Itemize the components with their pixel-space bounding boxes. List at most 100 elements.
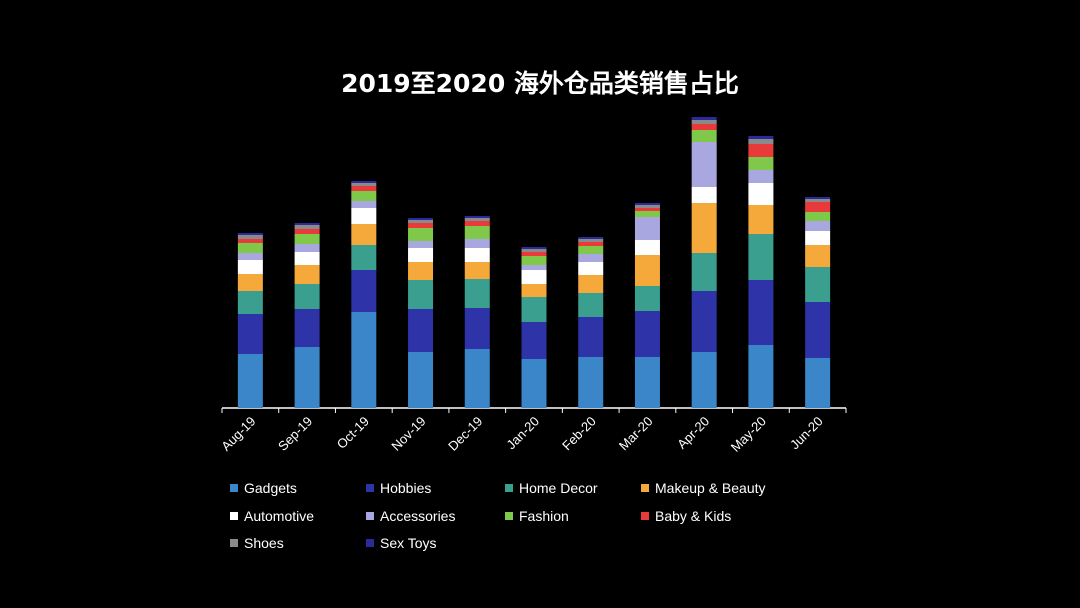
- bar-segment: [578, 262, 604, 275]
- bar-segment: [351, 201, 377, 208]
- bar-segment: [805, 221, 831, 231]
- bar-segment: [748, 234, 774, 280]
- bar-segment: [237, 233, 263, 235]
- bar-segment: [294, 309, 320, 347]
- bar-segment: [351, 224, 377, 245]
- bar-segment: [464, 248, 490, 262]
- bar-segment: [691, 253, 717, 291]
- bar-segment: [748, 170, 774, 183]
- bar-segment: [805, 231, 831, 245]
- x-tick-label: Nov-19: [388, 414, 428, 454]
- bar-segment: [237, 235, 263, 239]
- bar-segment: [351, 191, 377, 201]
- bar-segment: [748, 183, 774, 205]
- bar-segment: [634, 203, 660, 205]
- bar-segment: [578, 317, 604, 357]
- bar-segment: [634, 311, 660, 357]
- bar-segment: [578, 254, 604, 262]
- bar-segment: [691, 142, 717, 187]
- bar-segment: [408, 352, 434, 408]
- bar-segment: [464, 226, 490, 239]
- bar-segment: [578, 242, 604, 246]
- bar-segment: [351, 181, 377, 183]
- bar-segment: [237, 239, 263, 243]
- bar-segment: [634, 217, 660, 240]
- bar-segment: [634, 255, 660, 286]
- x-tick-label: May-20: [728, 414, 769, 455]
- bar-segment: [237, 260, 263, 274]
- bar-segment: [578, 237, 604, 239]
- bar-segment: [748, 139, 774, 144]
- bar-segment: [748, 205, 774, 234]
- x-tick-label: Jan-20: [503, 414, 542, 453]
- bar-segment: [748, 136, 774, 139]
- bar-segment: [351, 183, 377, 186]
- x-tick-label: Aug-19: [218, 414, 258, 454]
- bar-segment: [805, 358, 831, 408]
- bar-segment: [805, 212, 831, 221]
- bar-segment: [294, 229, 320, 234]
- bar-segment: [294, 244, 320, 252]
- bar-segment: [294, 347, 320, 408]
- x-tick-label: Jun-20: [787, 414, 826, 453]
- bar-segment: [351, 208, 377, 224]
- bar-segment: [805, 302, 831, 358]
- bar-segment: [464, 218, 490, 221]
- bar-segment: [691, 120, 717, 124]
- bar-segment: [294, 284, 320, 309]
- bar-segment: [408, 241, 434, 248]
- bar-segment: [464, 308, 490, 349]
- bar-segment: [634, 211, 660, 217]
- bar-segment: [521, 249, 547, 252]
- bar-segment: [237, 314, 263, 354]
- x-tick-label: Feb-20: [559, 414, 599, 454]
- bar-segment: [464, 221, 490, 226]
- bar-segment: [691, 130, 717, 142]
- bar-segment: [464, 239, 490, 248]
- bar-segment: [294, 225, 320, 229]
- bar-segment: [408, 218, 434, 220]
- bar-segment: [408, 248, 434, 262]
- bar-segment: [521, 322, 547, 359]
- bar-segment: [578, 293, 604, 317]
- bar-segment: [691, 117, 717, 120]
- bar-segment: [521, 256, 547, 265]
- bar-segment: [464, 349, 490, 408]
- bar-segment: [294, 252, 320, 265]
- bar-segment: [351, 186, 377, 191]
- x-tick-label: Dec-19: [445, 414, 485, 454]
- bar-segment: [464, 279, 490, 308]
- bar-segment: [351, 245, 377, 270]
- bar-segment: [408, 220, 434, 223]
- bar-segment: [578, 357, 604, 408]
- bar-segment: [408, 223, 434, 228]
- bar-segment: [237, 274, 263, 291]
- bar-segment: [521, 284, 547, 297]
- bar-segment: [408, 309, 434, 352]
- x-tick-label: Apr-20: [674, 414, 712, 452]
- bar-segment: [408, 262, 434, 280]
- bar-segment: [691, 291, 717, 352]
- bar-segment: [521, 297, 547, 322]
- bar-segment: [805, 202, 831, 212]
- bar-segment: [521, 270, 547, 284]
- bar-segment: [691, 352, 717, 408]
- bar-segment: [805, 197, 831, 199]
- bar-segment: [294, 265, 320, 284]
- bar-segment: [805, 245, 831, 267]
- bar-segment: [237, 243, 263, 253]
- bar-segment: [408, 280, 434, 309]
- bar-segment: [634, 208, 660, 211]
- bar-segment: [748, 280, 774, 345]
- bar-segment: [691, 124, 717, 130]
- bar-segment: [294, 234, 320, 244]
- bar-segment: [634, 240, 660, 255]
- bar-segment: [464, 262, 490, 279]
- bar-segment: [634, 205, 660, 208]
- bar-segment: [521, 265, 547, 270]
- bar-segment: [521, 252, 547, 256]
- bar-segment: [351, 270, 377, 312]
- bar-segment: [408, 228, 434, 241]
- bar-segment: [748, 157, 774, 170]
